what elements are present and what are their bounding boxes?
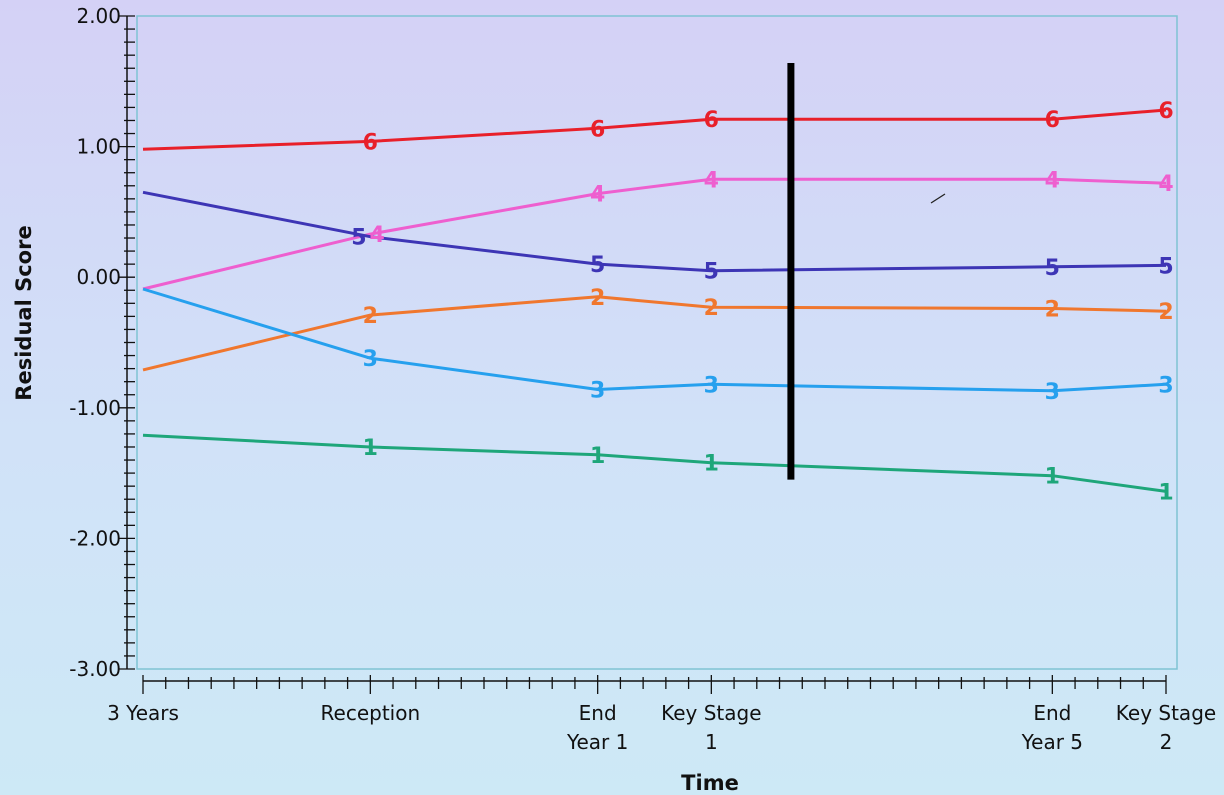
series-line-5 xyxy=(142,190,1167,273)
series-line-4 xyxy=(142,177,1167,291)
series-marker-4: 4 xyxy=(369,223,384,248)
series-marker-4: 4 xyxy=(704,168,719,193)
series-marker-3: 3 xyxy=(590,379,605,404)
x-tick-label: 1 xyxy=(705,730,718,754)
series-marker-3: 3 xyxy=(1158,373,1173,398)
series-marker-1: 1 xyxy=(590,444,605,469)
series-marker-5: 5 xyxy=(590,253,605,278)
x-tick-label: Year 1 xyxy=(566,730,628,754)
stray-tick-mark xyxy=(930,193,946,204)
y-tick-label: -2.00 xyxy=(69,526,121,550)
series-marker-6: 6 xyxy=(1158,99,1173,124)
series-marker-2: 2 xyxy=(704,296,719,321)
plot-frame xyxy=(136,15,1178,670)
series-marker-5: 5 xyxy=(1045,256,1060,281)
x-axis-title: Time xyxy=(681,771,739,795)
x-tick-label: Reception xyxy=(321,701,421,725)
y-tick-label: 0.00 xyxy=(76,265,121,289)
x-tick-label: 2 xyxy=(1160,730,1173,754)
series-marker-4: 4 xyxy=(1045,168,1060,193)
x-tick-label: Key Stage xyxy=(1116,701,1216,725)
x-tick-label: 3 Years xyxy=(107,701,179,725)
y-tick-label: -3.00 xyxy=(69,657,121,681)
x-tick-label: End xyxy=(579,701,617,725)
series-marker-6: 6 xyxy=(704,108,719,133)
series-marker-1: 1 xyxy=(363,436,378,461)
series-line-2 xyxy=(142,295,1167,372)
series-marker-2: 2 xyxy=(590,286,605,311)
series-marker-3: 3 xyxy=(363,347,378,372)
series-line-6 xyxy=(142,108,1167,151)
series-marker-1: 1 xyxy=(1158,480,1173,505)
series-marker-6: 6 xyxy=(590,117,605,142)
series-marker-6: 6 xyxy=(363,130,378,155)
series-line-1 xyxy=(142,433,1167,493)
y-tick-label: -1.00 xyxy=(69,396,121,420)
series-marker-5: 5 xyxy=(351,226,366,251)
x-tick-label: End xyxy=(1033,701,1071,725)
series-marker-2: 2 xyxy=(363,304,378,329)
series-marker-1: 1 xyxy=(1045,465,1060,490)
series-line-3 xyxy=(142,287,1167,393)
series-marker-3: 3 xyxy=(704,373,719,398)
y-axis-title: Residual Score xyxy=(12,225,36,400)
series-marker-5: 5 xyxy=(704,260,719,285)
series-marker-2: 2 xyxy=(1045,298,1060,323)
series-marker-2: 2 xyxy=(1158,300,1173,325)
series-marker-5: 5 xyxy=(1158,254,1173,279)
series-marker-1: 1 xyxy=(704,452,719,477)
y-tick-label: 2.00 xyxy=(76,4,121,28)
y-tick-label: 1.00 xyxy=(76,135,121,159)
series-marker-4: 4 xyxy=(590,183,605,208)
series-marker-6: 6 xyxy=(1045,108,1060,133)
series-marker-4: 4 xyxy=(1158,172,1173,197)
x-tick-label: Year 5 xyxy=(1021,730,1083,754)
series-marker-3: 3 xyxy=(1045,380,1060,405)
x-tick-label: Key Stage xyxy=(661,701,761,725)
